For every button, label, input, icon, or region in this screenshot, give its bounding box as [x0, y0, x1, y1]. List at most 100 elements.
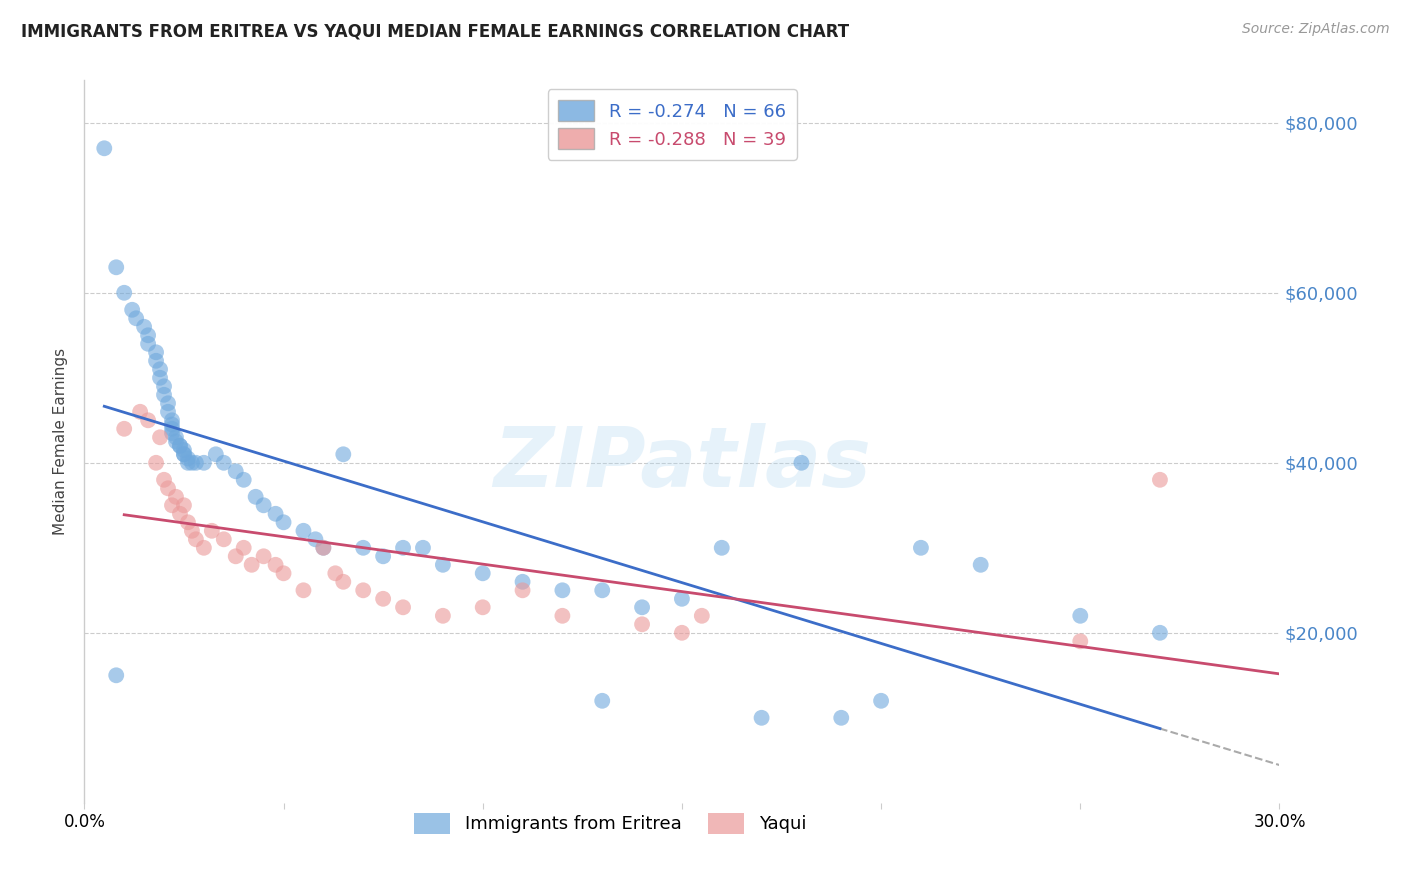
Point: [212, 533, 235, 547]
Text: IMMIGRANTS FROM ERITREA VS YAQUI MEDIAN FEMALE EARNINGS CORRELATION CHART: IMMIGRANTS FROM ERITREA VS YAQUI MEDIAN …: [21, 22, 849, 40]
Point: [149, 371, 172, 385]
Point: [631, 617, 654, 632]
Point: [970, 558, 993, 572]
Point: [551, 608, 574, 623]
Point: [145, 353, 167, 368]
Point: [312, 541, 335, 555]
Point: [177, 516, 200, 530]
Point: [751, 711, 773, 725]
Point: [165, 430, 187, 444]
Point: [112, 285, 135, 300]
Point: [253, 549, 276, 564]
Point: [153, 388, 176, 402]
Point: [177, 456, 200, 470]
Point: [153, 379, 176, 393]
Point: [181, 456, 204, 470]
Point: [512, 574, 534, 589]
Point: [671, 591, 693, 606]
Point: [169, 439, 191, 453]
Point: [165, 434, 187, 449]
Legend: Immigrants from Eritrea, Yaqui: Immigrants from Eritrea, Yaqui: [404, 802, 817, 845]
Point: [165, 490, 187, 504]
Point: [173, 498, 195, 512]
Point: [325, 566, 347, 581]
Point: [264, 558, 287, 572]
Point: [160, 498, 183, 512]
Point: [177, 451, 200, 466]
Point: [193, 541, 215, 555]
Point: [136, 328, 159, 343]
Point: [591, 694, 613, 708]
Point: [157, 481, 180, 495]
Point: [551, 583, 574, 598]
Point: [690, 608, 713, 623]
Point: [157, 405, 180, 419]
Point: [412, 541, 434, 555]
Point: [160, 417, 183, 432]
Point: [173, 447, 195, 461]
Point: [125, 311, 148, 326]
Point: [273, 566, 295, 581]
Point: [105, 260, 128, 275]
Point: [245, 490, 267, 504]
Point: [292, 524, 315, 538]
Point: [153, 473, 176, 487]
Point: [160, 413, 183, 427]
Point: [136, 413, 159, 427]
Point: [184, 456, 207, 470]
Point: [1149, 625, 1171, 640]
Point: [332, 447, 354, 461]
Point: [432, 558, 454, 572]
Point: [149, 362, 172, 376]
Point: [671, 625, 693, 640]
Y-axis label: Median Female Earnings: Median Female Earnings: [53, 348, 69, 535]
Point: [432, 608, 454, 623]
Point: [471, 600, 494, 615]
Point: [121, 302, 143, 317]
Point: [205, 447, 228, 461]
Point: [157, 396, 180, 410]
Point: [173, 447, 195, 461]
Point: [392, 600, 415, 615]
Point: [160, 422, 183, 436]
Point: [1069, 608, 1091, 623]
Point: [910, 541, 932, 555]
Point: [790, 456, 813, 470]
Point: [1069, 634, 1091, 648]
Point: [471, 566, 494, 581]
Point: [169, 507, 191, 521]
Text: ZIPatlas: ZIPatlas: [494, 423, 870, 504]
Point: [232, 473, 254, 487]
Point: [201, 524, 224, 538]
Point: [145, 456, 167, 470]
Point: [830, 711, 852, 725]
Point: [240, 558, 263, 572]
Point: [173, 443, 195, 458]
Point: [373, 591, 395, 606]
Point: [373, 549, 395, 564]
Point: [710, 541, 733, 555]
Point: [184, 533, 207, 547]
Point: [332, 574, 354, 589]
Point: [181, 524, 204, 538]
Point: [160, 425, 183, 440]
Point: [512, 583, 534, 598]
Point: [225, 464, 247, 478]
Point: [870, 694, 893, 708]
Point: [292, 583, 315, 598]
Point: [232, 541, 254, 555]
Point: [591, 583, 613, 598]
Point: [253, 498, 276, 512]
Point: [352, 583, 374, 598]
Point: [105, 668, 128, 682]
Point: [312, 541, 335, 555]
Point: [129, 405, 152, 419]
Point: [149, 430, 172, 444]
Point: [132, 319, 156, 334]
Point: [264, 507, 287, 521]
Point: [193, 456, 215, 470]
Point: [212, 456, 235, 470]
Point: [273, 516, 295, 530]
Point: [392, 541, 415, 555]
Point: [93, 141, 115, 155]
